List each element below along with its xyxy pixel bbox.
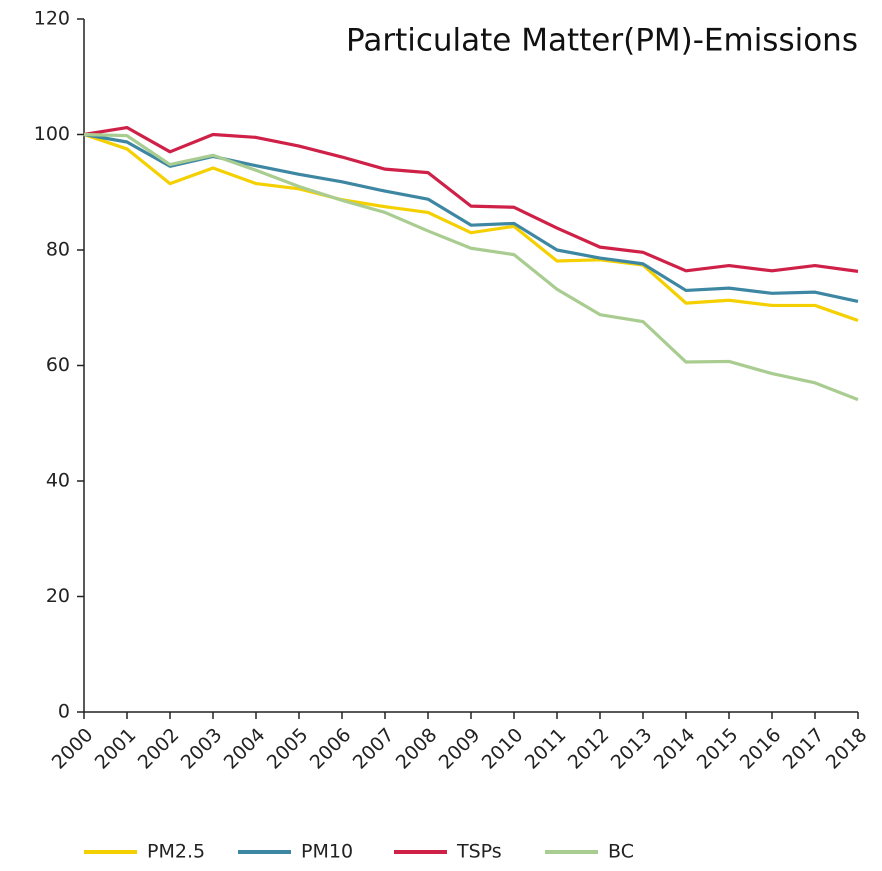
x-tick-label: 2017	[779, 724, 829, 774]
series-line	[83, 125, 859, 273]
x-tick-label: 2018	[822, 724, 872, 774]
x-tick-label: 2008	[392, 724, 442, 774]
x-tick-label: 2016	[736, 724, 786, 774]
x-tick-label: 2000	[48, 724, 98, 774]
legend-label: TSPs	[456, 841, 502, 863]
x-tick-label: 2012	[564, 724, 614, 774]
x-tick-label: 2005	[263, 724, 313, 774]
y-tick-label: 80	[46, 239, 70, 261]
y-tick-label: 60	[46, 354, 70, 376]
y-tick-label: 40	[46, 470, 70, 492]
y-tick-label: 120	[34, 8, 70, 30]
legend-label: PM10	[301, 841, 353, 863]
x-tick-label: 2010	[478, 724, 528, 774]
legend-label: BC	[608, 841, 634, 863]
y-tick-label: 100	[34, 123, 70, 145]
x-tick-label: 2001	[91, 724, 141, 774]
y-tick-label: 0	[58, 701, 70, 723]
x-tick-label: 2003	[177, 724, 227, 774]
x-tick-label: 2015	[693, 724, 743, 774]
x-tick-label: 2006	[306, 724, 356, 774]
x-tick-label: 2009	[435, 724, 485, 774]
x-tick-label: 2011	[521, 724, 571, 774]
x-tick-label: 2013	[607, 724, 657, 774]
series-line	[83, 132, 859, 322]
legend-label: PM2.5	[147, 841, 205, 863]
x-tick-label: 2004	[220, 724, 270, 774]
series-line	[83, 132, 859, 402]
x-tick-label: 2014	[650, 724, 700, 774]
x-tick-label: 2002	[134, 724, 184, 774]
x-tick-label: 2007	[349, 724, 399, 774]
chart-title: Particulate Matter(PM)-Emissions	[346, 23, 858, 59]
y-tick-label: 20	[46, 585, 70, 607]
